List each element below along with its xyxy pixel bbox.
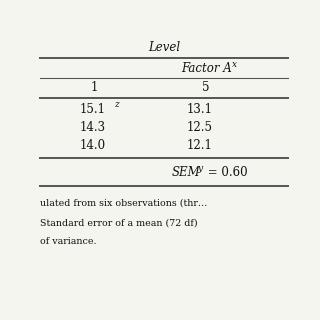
Text: 5: 5: [203, 81, 210, 94]
Text: z: z: [114, 100, 119, 109]
Text: 13.1: 13.1: [186, 103, 212, 116]
Text: 14.0: 14.0: [80, 139, 106, 152]
Text: Level: Level: [148, 41, 180, 54]
Text: Standard error of a mean (72 df): Standard error of a mean (72 df): [40, 219, 198, 228]
Text: = 0.60: = 0.60: [204, 166, 247, 179]
Text: 12.5: 12.5: [186, 121, 212, 134]
Text: ulated from six observations (thr…: ulated from six observations (thr…: [40, 199, 207, 208]
Text: 12.1: 12.1: [186, 139, 212, 152]
Text: SEM: SEM: [172, 166, 200, 179]
Text: Factor A: Factor A: [181, 62, 232, 75]
Text: x: x: [232, 60, 237, 69]
Text: 15.1: 15.1: [80, 103, 106, 116]
Text: of variance.: of variance.: [40, 237, 97, 246]
Text: 14.3: 14.3: [80, 121, 106, 134]
Text: y: y: [197, 164, 203, 173]
Text: 1: 1: [91, 81, 98, 94]
